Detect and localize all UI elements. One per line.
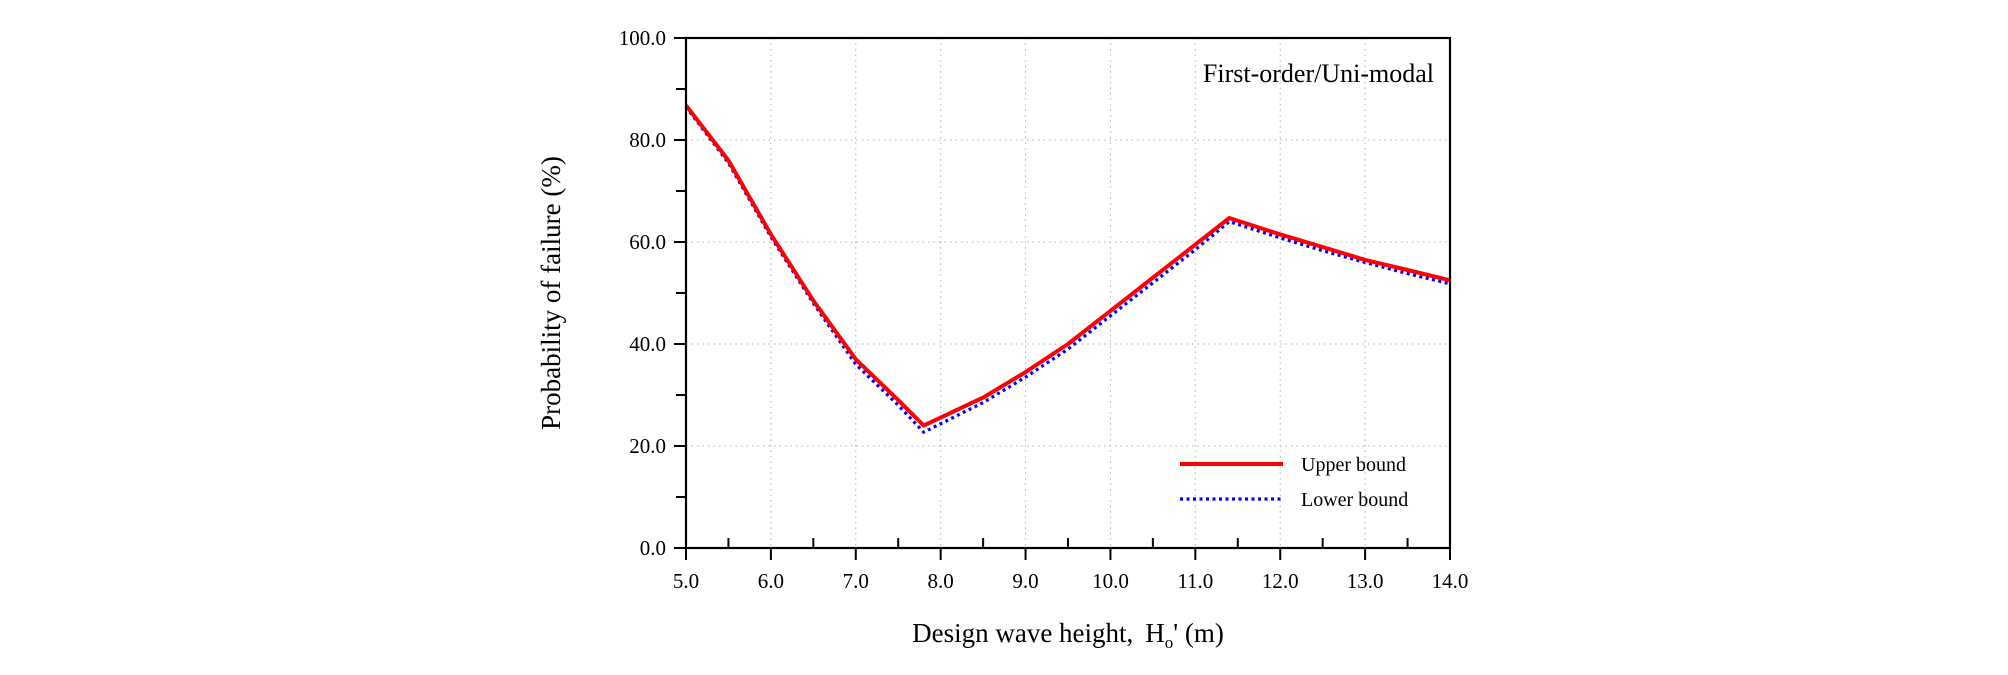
x-axis-title-symbol: H: [1145, 618, 1165, 648]
x-tick-labels: 5.0 6.0 7.0 8.0 9.0 10.0 11.0 12.0 13.0 14.0: [673, 569, 1469, 593]
x-tick-label: 13.0: [1347, 569, 1384, 593]
x-tick-label: 7.0: [843, 569, 869, 593]
chart-annotation: First-order/Uni-modal: [1203, 59, 1434, 88]
x-axis-title-suffix: ' (m): [1173, 618, 1224, 648]
x-axis-title: Design wave height, Ho' (m): [912, 618, 1224, 652]
axis-ticks: [674, 37, 1451, 560]
series-line-lower-bound: [684, 105, 1451, 434]
y-tick-label: 100.0: [619, 26, 666, 50]
y-tick-label: 0.0: [640, 536, 666, 560]
x-axis-title-subscript: o: [1165, 633, 1174, 652]
x-tick-label: 14.0: [1432, 569, 1469, 593]
x-tick-label: 11.0: [1177, 569, 1213, 593]
x-tick-label: 6.0: [758, 569, 784, 593]
x-tick-label: 9.0: [1012, 569, 1038, 593]
x-tick-label: 8.0: [928, 569, 954, 593]
x-tick-label: 12.0: [1262, 569, 1299, 593]
y-tick-label: 60.0: [629, 230, 666, 254]
x-tick-label: 10.0: [1092, 569, 1129, 593]
y-axis-title: Probability of failure (%): [536, 156, 566, 430]
legend-label-upper-bound: Upper bound: [1301, 454, 1406, 476]
y-tick-label: 20.0: [629, 434, 666, 458]
y-tick-label: 80.0: [629, 128, 666, 152]
legend: Upper bound Lower bound: [1180, 454, 1408, 511]
series-layer: [684, 104, 1451, 434]
y-tick-label: 40.0: [629, 332, 666, 356]
legend-label-lower-bound: Lower bound: [1301, 489, 1408, 511]
y-tick-labels: 0.0 20.0 40.0 60.0 80.0 100.0: [619, 26, 666, 560]
series-line-upper-bound: [684, 104, 1451, 428]
x-axis-title-prefix: Design wave height,: [912, 618, 1133, 648]
x-tick-label: 5.0: [673, 569, 699, 593]
